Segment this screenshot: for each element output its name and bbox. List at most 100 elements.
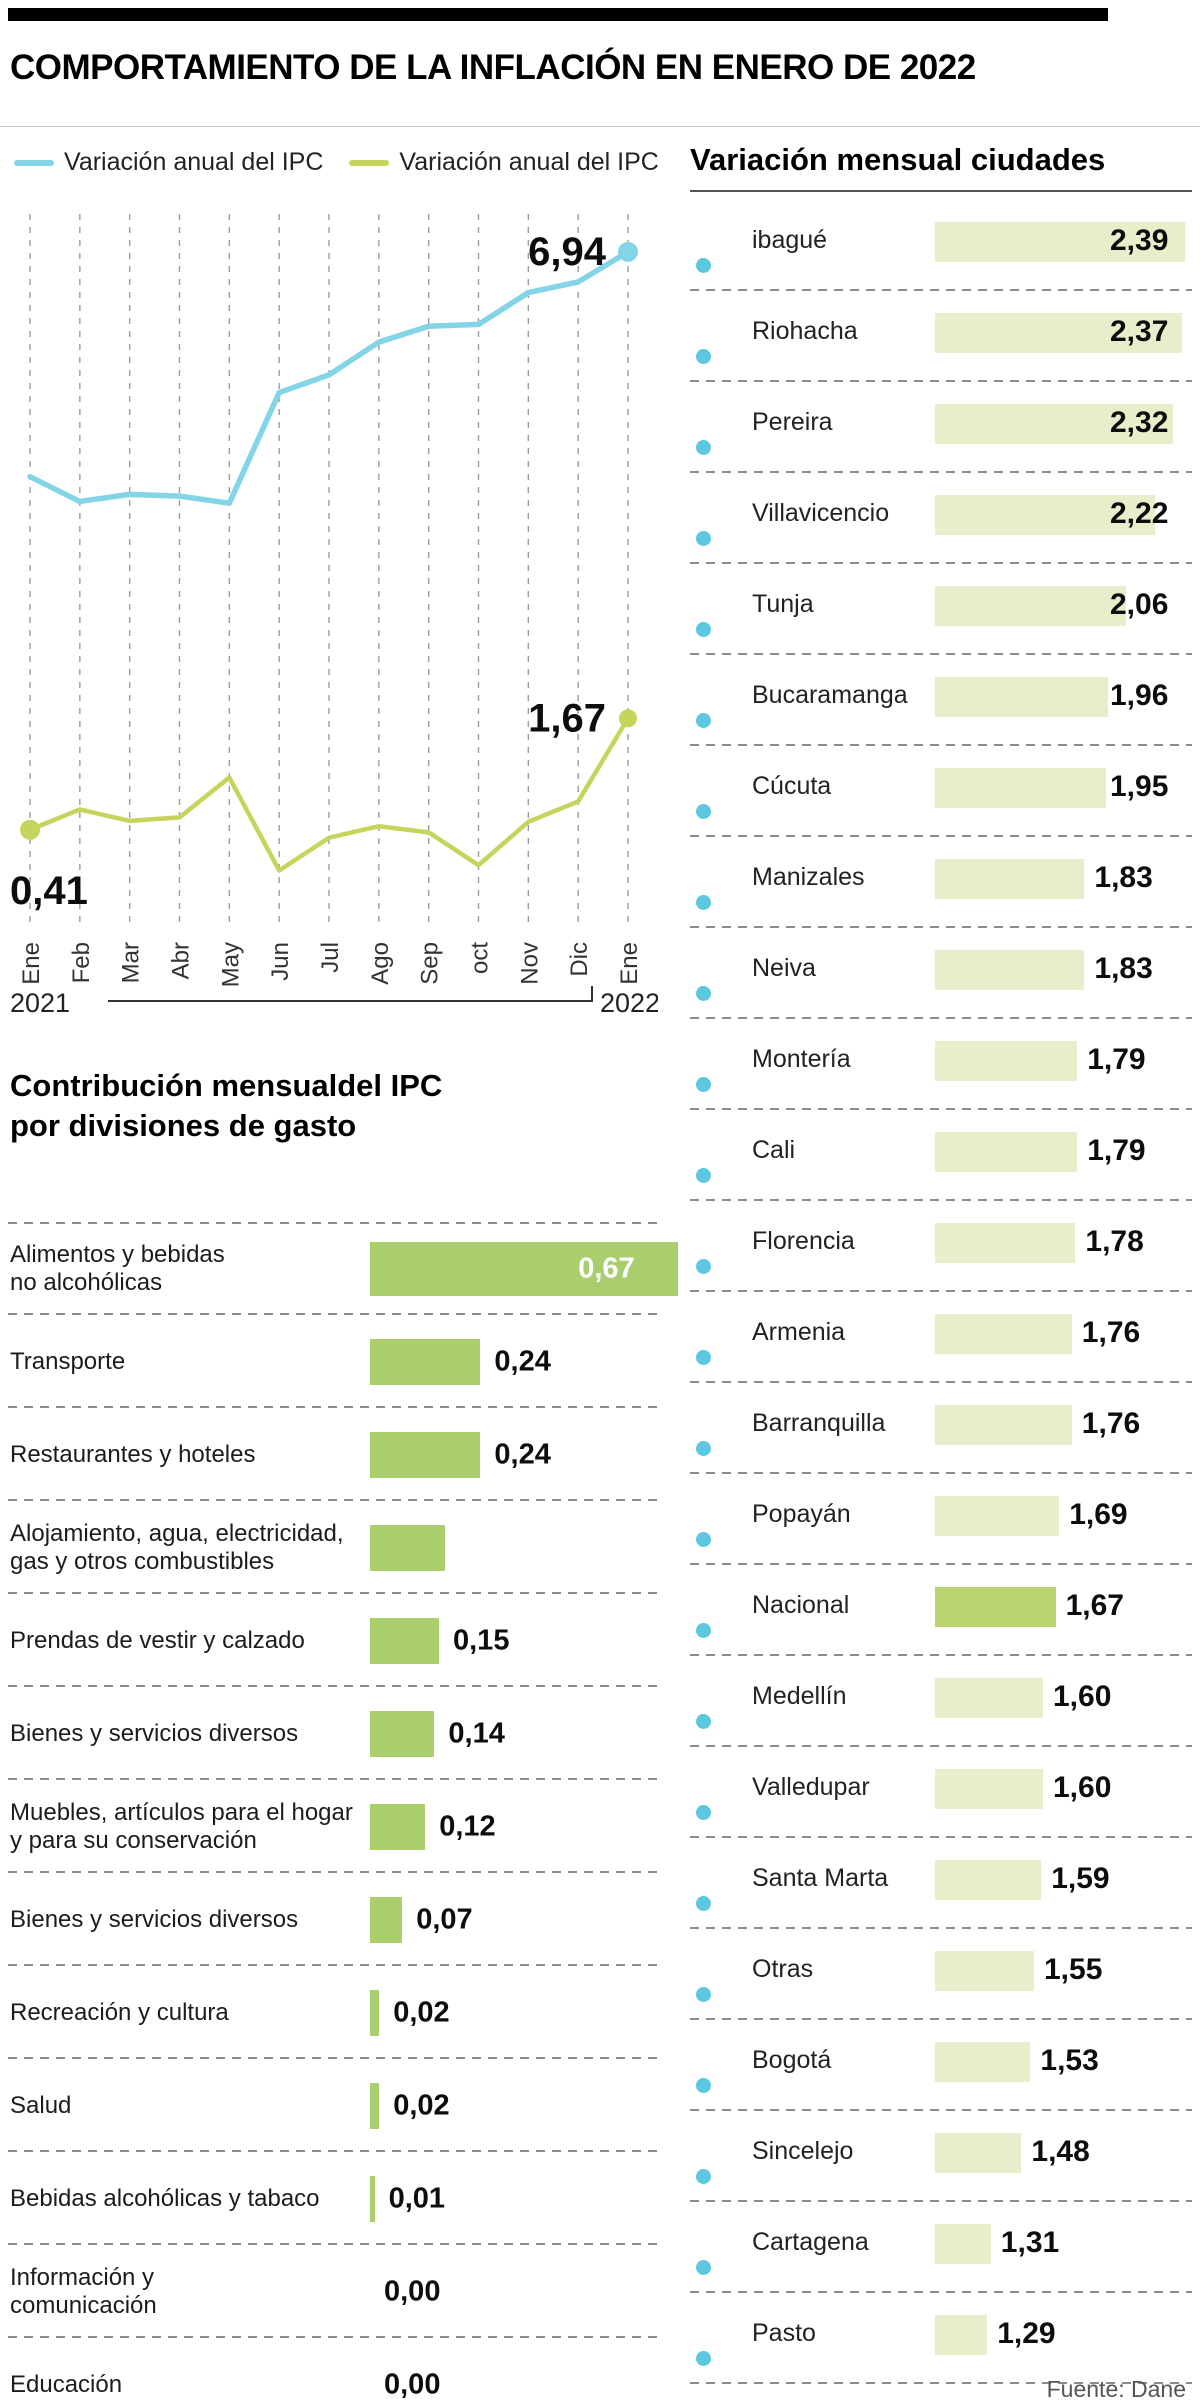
row-divider <box>690 1472 1192 1474</box>
x-tick-label: Abr <box>168 942 195 979</box>
x-tick-label: May <box>217 942 244 987</box>
city-bullet-icon <box>696 804 711 819</box>
city-row: Montería 1,79 <box>690 1019 1192 1110</box>
x-tick-label: Nov <box>516 942 543 985</box>
city-bullet-icon <box>696 1259 711 1274</box>
city-value: 1,59 <box>1051 1862 1110 1895</box>
city-row: Cúcuta 1,95 <box>690 746 1192 837</box>
city-bullet-icon <box>696 1350 711 1365</box>
year-left-label: 2021 <box>10 988 70 1018</box>
row-divider <box>690 471 1192 473</box>
city-row: Neiva 1,83 <box>690 928 1192 1019</box>
x-tick-label: Ago <box>367 942 394 985</box>
contribution-row: Bienes y servicios diversos 0,07 <box>8 1873 660 1966</box>
city-value: 1,55 <box>1044 1953 1103 1986</box>
city-bullet-icon <box>696 1896 711 1911</box>
city-row: Florencia 1,78 <box>690 1201 1192 1292</box>
contribution-row: Alimentos y bebidas no alcohólicas 0,67 <box>8 1222 679 1315</box>
cities-bar-chart: ibagué 2,39 Riohacha 2,37 Pereira 2,32 Villavi… <box>690 200 1192 2384</box>
row-divider <box>690 1017 1192 1019</box>
contribution-value: 0,15 <box>453 1624 510 1656</box>
city-row: Barranquilla 1,76 <box>690 1383 1192 1474</box>
city-name: Nacional <box>752 1591 850 1619</box>
city-value-bar <box>935 2224 991 2264</box>
city-bullet-icon <box>696 2260 711 2275</box>
city-row: Villavicencio 2,22 <box>690 473 1192 564</box>
row-divider <box>690 1290 1192 1292</box>
row-divider <box>690 2382 1192 2384</box>
city-value-bar <box>935 1132 1078 1172</box>
contribution-row: Recreación y cultura 0,02 <box>8 1966 660 2059</box>
city-value: 1,48 <box>1031 2135 1090 2168</box>
city-value: 2,39 <box>1110 224 1169 257</box>
row-divider <box>690 2291 1192 2293</box>
city-value: 2,37 <box>1110 315 1169 348</box>
city-name: ibagué <box>752 226 828 254</box>
city-bullet-icon <box>696 2169 711 2184</box>
city-value-bar <box>935 1678 1043 1718</box>
row-divider <box>8 1964 660 1966</box>
city-value-bar <box>935 859 1085 899</box>
city-value: 1,76 <box>1081 1407 1141 1440</box>
row-divider <box>690 744 1192 746</box>
contribution-category-label: Bienes y servicios diversos <box>10 1905 299 1933</box>
green-line-swatch-icon <box>349 159 390 166</box>
city-value-bar <box>935 1041 1078 1081</box>
row-divider <box>690 562 1192 564</box>
contribution-title-line1: Contribución mensualdel IPC <box>10 1068 443 1103</box>
contribution-value-bar <box>370 1338 481 1385</box>
city-value: 1,29 <box>997 2317 1056 2350</box>
city-bullet-icon <box>696 1623 711 1638</box>
contribution-category-label: Muebles, artículos para el hogar y para … <box>10 1798 353 1854</box>
city-row: Otras 1,55 <box>690 1929 1192 2020</box>
row-divider <box>8 1592 660 1594</box>
contribution-category-label: Información y comunicación <box>10 2263 157 2319</box>
contribution-row: Transporte 0,24 <box>8 1315 660 1408</box>
contribution-row: Información y comunicación 0,00 <box>8 2245 660 2338</box>
city-value-bar <box>935 495 1155 535</box>
contribution-title-line2: por divisiones de gasto <box>10 1108 357 1143</box>
contribution-value-bar <box>370 1241 679 1296</box>
city-name: Tunja <box>752 590 814 618</box>
city-name: Montería <box>752 1045 851 1073</box>
legend-label-blue: Variación anual del IPC <box>64 148 324 176</box>
city-name: Barranquilla <box>752 1409 886 1437</box>
city-value-bar <box>935 1587 1056 1627</box>
row-divider <box>690 2018 1192 2020</box>
city-value: 1,76 <box>1081 1316 1141 1349</box>
city-name: Popayán <box>752 1500 851 1528</box>
city-bullet-icon <box>696 2351 711 2366</box>
city-name: Armenia <box>752 1318 846 1346</box>
blue-end-dot <box>618 241 638 262</box>
contribution-category-label: Alojamiento, agua, electricidad, gas y o… <box>10 1519 344 1575</box>
legend-label-green: Variación anual del IPC <box>399 148 659 176</box>
city-value: 1,67 <box>1065 1589 1124 1622</box>
row-divider <box>690 1654 1192 1656</box>
contribution-row: Salud 0,02 <box>8 2059 660 2152</box>
contribution-value: 0,24 <box>494 1438 551 1470</box>
city-value-bar <box>935 1860 1042 1900</box>
city-name: Pereira <box>752 408 833 436</box>
city-row: Riohacha 2,37 <box>690 291 1192 382</box>
city-row: Nacional 1,67 <box>690 1565 1192 1656</box>
city-name: Cúcuta <box>752 772 832 800</box>
city-value-bar <box>935 404 1173 444</box>
city-row: Sincelejo 1,48 <box>690 2111 1192 2202</box>
contribution-value: 0,01 <box>388 2182 446 2214</box>
city-value-bar <box>935 768 1106 808</box>
source-credit: Fuente: Dane <box>1046 2376 1186 2402</box>
city-value: 2,06 <box>1110 588 1169 621</box>
city-value-bar <box>935 1223 1076 1263</box>
year-bracket <box>108 986 593 1002</box>
row-divider <box>690 2200 1192 2202</box>
contribution-value: 0,00 <box>384 2275 441 2307</box>
x-tick-label: Feb <box>68 942 95 983</box>
city-value-bar <box>935 313 1182 353</box>
row-divider <box>690 1745 1192 1747</box>
x-tick-label: Sep <box>417 942 444 985</box>
city-value-bar <box>935 1769 1043 1809</box>
ipc-line-chart: Ene Feb Mar Abr May Jun Jul Ago Sep oct Nov Dic Ene 6… <box>10 214 658 1018</box>
row-divider <box>8 1406 660 1408</box>
contribution-value-bar <box>370 1617 439 1664</box>
city-value: 1,79 <box>1087 1134 1146 1167</box>
